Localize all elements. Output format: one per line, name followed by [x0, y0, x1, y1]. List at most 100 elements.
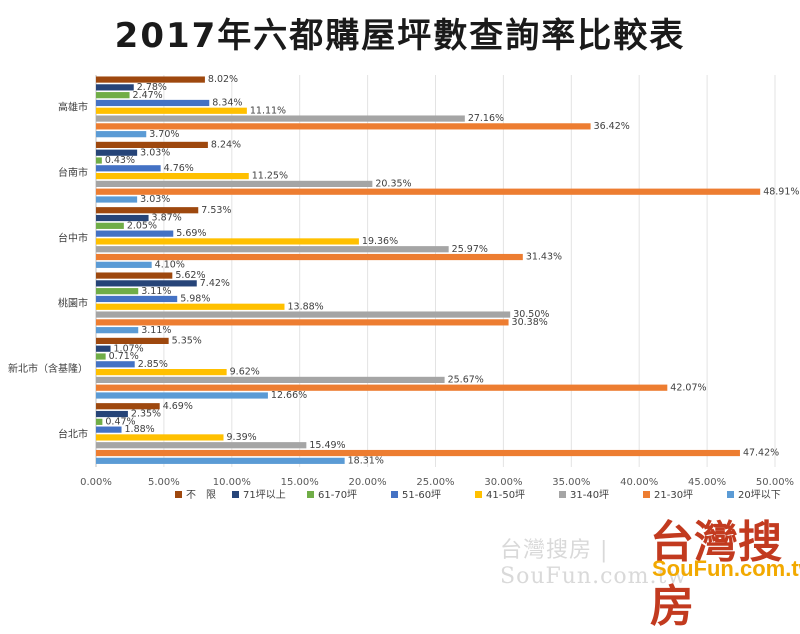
data-label: 5.35%	[172, 336, 202, 347]
data-label: 0.71%	[109, 351, 139, 362]
bar	[96, 295, 178, 303]
bar	[96, 345, 111, 352]
legend-swatch	[391, 491, 398, 498]
data-label: 25.97%	[452, 244, 488, 255]
legend-swatch	[232, 491, 239, 498]
data-label: 20.35%	[375, 179, 411, 190]
data-label: 48.91%	[763, 186, 799, 197]
data-label: 30.38%	[512, 317, 548, 328]
x-tick-label: 40.00%	[620, 477, 658, 488]
watermark-text: 台灣搜房 | SouFun.com.tw	[500, 538, 688, 589]
data-label: 7.42%	[200, 278, 230, 289]
bar	[96, 230, 174, 237]
bar-chart: 0.00% 5.00% 10.00% 15.00% 20.00% 25.00% 30.00%…	[8, 74, 799, 501]
data-label: 2.78%	[137, 82, 167, 93]
legend-label: 71坪以上	[243, 488, 286, 501]
data-label: 7.53%	[201, 205, 231, 216]
data-label: 2.35%	[131, 409, 161, 420]
bar	[96, 410, 128, 418]
data-label: 3.11%	[141, 286, 171, 297]
bar	[96, 426, 122, 433]
x-tick-label: 50.00%	[756, 477, 794, 488]
category-label: 台中市	[58, 231, 88, 244]
bar	[96, 92, 130, 99]
bar	[96, 319, 509, 326]
x-tick-label: 20.00%	[349, 477, 387, 488]
data-label: 2.05%	[127, 220, 157, 231]
data-label: 3.03%	[140, 147, 170, 158]
legend-swatch	[307, 491, 314, 498]
data-label: 1.88%	[125, 424, 155, 435]
bar	[96, 280, 197, 287]
chart-title: 2017年六都購屋坪數查詢率比較表	[114, 16, 686, 56]
category-label: 台南市	[58, 166, 88, 179]
legend-label: 21-30坪	[654, 488, 693, 501]
category-label: 台北市	[58, 427, 88, 440]
data-label: 19.36%	[362, 236, 398, 247]
bar	[96, 99, 210, 107]
data-label: 4.69%	[163, 401, 193, 412]
data-label: 3.03%	[140, 194, 170, 205]
bar	[96, 115, 465, 122]
bar	[96, 457, 345, 464]
bar	[96, 337, 169, 344]
data-label: 4.10%	[155, 259, 185, 270]
data-label: 5.98%	[180, 294, 210, 305]
data-label: 11.25%	[252, 171, 288, 182]
bar	[96, 442, 307, 449]
bar	[96, 84, 134, 91]
x-tick-label: 25.00%	[416, 477, 454, 488]
data-label: 31.43%	[526, 252, 562, 263]
bar	[96, 253, 523, 261]
bar	[96, 207, 199, 214]
data-label: 27.16%	[468, 113, 504, 124]
bar	[96, 384, 668, 391]
bar	[96, 173, 249, 180]
bar	[96, 288, 139, 295]
data-label: 25.67%	[448, 375, 484, 386]
data-label: 0.47%	[105, 416, 135, 427]
bar	[96, 149, 138, 156]
bar	[96, 196, 138, 203]
bar	[96, 157, 102, 164]
x-tick-label: 30.00%	[484, 477, 522, 488]
data-label: 30.50%	[513, 309, 549, 320]
legend-label: 41-50坪	[486, 488, 525, 501]
data-label: 2.85%	[138, 359, 168, 370]
bar	[96, 353, 106, 360]
bar	[96, 418, 103, 425]
bar	[96, 246, 449, 253]
legend-label: 51-60坪	[402, 488, 441, 501]
bar	[96, 369, 227, 376]
data-label: 36.42%	[594, 121, 630, 132]
data-label: 9.39%	[227, 432, 257, 443]
data-label: 15.49%	[309, 440, 345, 451]
data-label: 12.66%	[271, 390, 307, 401]
data-label: 1.07%	[114, 343, 144, 354]
data-label: 18.31%	[348, 455, 384, 466]
data-label: 8.02%	[208, 74, 238, 85]
soufun-logo-url: SouFun.com.tw	[652, 556, 800, 581]
bar	[96, 188, 761, 195]
data-label: 3.11%	[141, 325, 171, 336]
x-tick-label: 35.00%	[552, 477, 590, 488]
category-label: 高雄市	[58, 101, 88, 114]
category-label: 新北市（含基隆）	[8, 362, 88, 375]
bar	[96, 131, 147, 138]
legend-label: 61-70坪	[318, 488, 357, 501]
data-label: 3.70%	[149, 129, 179, 140]
bar	[96, 376, 445, 383]
data-label: 8.24%	[211, 140, 241, 151]
data-label: 9.62%	[230, 367, 260, 378]
data-label: 11.11%	[250, 105, 286, 116]
bar	[96, 403, 160, 410]
x-tick-label: 45.00%	[688, 477, 726, 488]
legend-swatch	[559, 491, 566, 498]
bar	[96, 449, 740, 457]
x-tick-label: 10.00%	[213, 477, 251, 488]
legend-swatch	[643, 491, 650, 498]
category-label: 桃園市	[58, 297, 88, 310]
bar	[96, 361, 135, 368]
bar	[96, 141, 208, 148]
bar	[96, 392, 268, 399]
